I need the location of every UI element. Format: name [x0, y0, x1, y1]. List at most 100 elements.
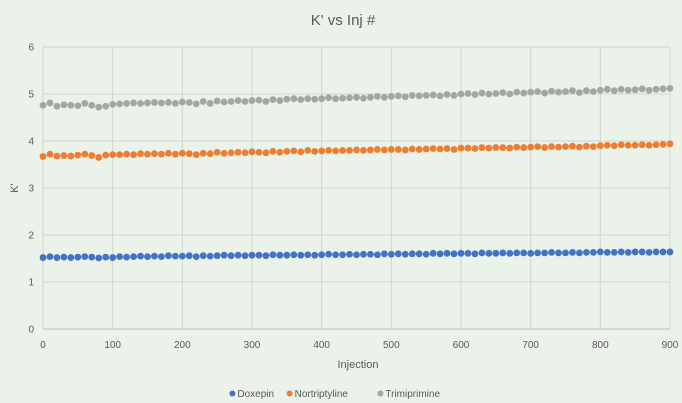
data-point-nortriptyline	[67, 152, 75, 160]
data-point-nortriptyline	[283, 147, 291, 155]
data-point-doxepin	[332, 251, 339, 259]
data-point-doxepin	[401, 250, 409, 258]
data-point-trimiprimine	[422, 92, 430, 99]
data-point-doxepin	[652, 248, 660, 256]
data-point-nortriptyline	[548, 143, 555, 151]
data-point-doxepin	[429, 249, 437, 257]
data-point-nortriptyline	[513, 143, 521, 151]
data-point-nortriptyline	[151, 150, 158, 158]
data-point-nortriptyline	[576, 143, 583, 151]
data-point-trimiprimine	[109, 100, 117, 108]
data-point-doxepin	[241, 252, 249, 260]
data-point-trimiprimine	[513, 88, 521, 96]
data-point-doxepin	[283, 251, 291, 259]
data-point-doxepin	[199, 252, 207, 260]
data-point-trimiprimine	[603, 85, 611, 93]
data-point-trimiprimine	[408, 92, 416, 99]
data-point-doxepin	[346, 250, 353, 258]
data-point-trimiprimine	[394, 92, 402, 100]
data-point-trimiprimine	[165, 99, 172, 106]
data-point-nortriptyline	[652, 141, 660, 149]
data-point-nortriptyline	[137, 150, 144, 158]
data-point-trimiprimine	[81, 100, 89, 107]
data-point-nortriptyline	[248, 148, 256, 156]
data-point-nortriptyline	[429, 145, 437, 152]
data-point-doxepin	[450, 250, 458, 258]
data-point-trimiprimine	[206, 100, 214, 107]
data-point-doxepin	[158, 253, 165, 261]
data-point-doxepin	[81, 253, 89, 261]
data-point-doxepin	[589, 248, 597, 256]
data-point-trimiprimine	[624, 86, 632, 94]
data-point-nortriptyline	[610, 142, 618, 150]
data-point-doxepin	[220, 251, 228, 259]
data-point-trimiprimine	[380, 93, 388, 101]
data-point-doxepin	[408, 250, 416, 258]
data-point-trimiprimine	[283, 95, 291, 103]
data-point-nortriptyline	[666, 140, 674, 148]
data-point-doxepin	[95, 254, 103, 262]
data-point-trimiprimine	[130, 99, 137, 107]
x-tick-label: 900	[662, 340, 679, 351]
data-point-doxepin	[102, 253, 110, 261]
data-point-trimiprimine	[220, 98, 228, 106]
data-point-doxepin	[520, 249, 528, 257]
data-point-nortriptyline	[485, 144, 493, 152]
data-point-nortriptyline	[311, 147, 319, 155]
data-point-trimiprimine	[576, 89, 583, 96]
data-point-nortriptyline	[617, 141, 625, 149]
data-point-trimiprimine	[241, 98, 249, 105]
x-tick-label: 0	[40, 340, 46, 351]
data-point-trimiprimine	[171, 100, 179, 107]
data-point-doxepin	[88, 253, 96, 261]
data-point-doxepin	[638, 248, 646, 256]
y-tick-label: 3	[28, 184, 34, 195]
data-point-doxepin	[513, 249, 521, 257]
data-point-nortriptyline	[506, 144, 514, 152]
data-point-nortriptyline	[88, 152, 96, 159]
data-point-nortriptyline	[165, 149, 172, 157]
data-point-trimiprimine	[269, 96, 277, 104]
data-point-doxepin	[276, 251, 284, 259]
data-point-trimiprimine	[290, 95, 298, 103]
data-point-doxepin	[631, 248, 639, 256]
data-point-trimiprimine	[666, 84, 674, 92]
data-point-trimiprimine	[255, 96, 263, 104]
x-tick-label: 800	[592, 340, 609, 351]
data-point-doxepin	[659, 248, 667, 256]
data-point-trimiprimine	[199, 98, 207, 105]
data-point-doxepin	[151, 252, 158, 260]
data-point-doxepin	[325, 250, 333, 258]
data-point-nortriptyline	[255, 148, 263, 156]
data-point-nortriptyline	[74, 151, 82, 159]
data-point-nortriptyline	[520, 144, 528, 151]
data-point-nortriptyline	[603, 141, 611, 149]
data-point-doxepin	[464, 249, 472, 257]
data-point-nortriptyline	[534, 143, 542, 151]
data-point-nortriptyline	[102, 151, 110, 159]
data-point-doxepin	[485, 249, 493, 257]
data-point-trimiprimine	[39, 101, 47, 109]
data-point-doxepin	[234, 251, 242, 259]
data-point-trimiprimine	[534, 88, 542, 96]
data-point-nortriptyline	[95, 154, 103, 161]
data-point-trimiprimine	[367, 93, 374, 101]
x-tick-label: 400	[313, 340, 330, 351]
y-axis-label: K'	[9, 183, 21, 192]
data-point-trimiprimine	[562, 88, 569, 96]
data-point-nortriptyline	[227, 149, 235, 157]
data-point-nortriptyline	[46, 150, 54, 158]
data-point-nortriptyline	[367, 146, 374, 154]
data-point-doxepin	[610, 248, 618, 256]
data-point-trimiprimine	[464, 90, 472, 97]
data-point-trimiprimine	[346, 94, 353, 102]
data-point-doxepin	[213, 252, 221, 260]
data-point-trimiprimine	[318, 95, 326, 103]
y-tick-label: 1	[28, 278, 34, 289]
data-point-trimiprimine	[443, 91, 451, 98]
data-point-nortriptyline	[276, 148, 284, 156]
data-point-trimiprimine	[158, 99, 165, 107]
legend-label-doxepin: Doxepin	[237, 389, 274, 400]
data-point-doxepin	[596, 248, 604, 256]
data-point-trimiprimine	[144, 99, 151, 107]
